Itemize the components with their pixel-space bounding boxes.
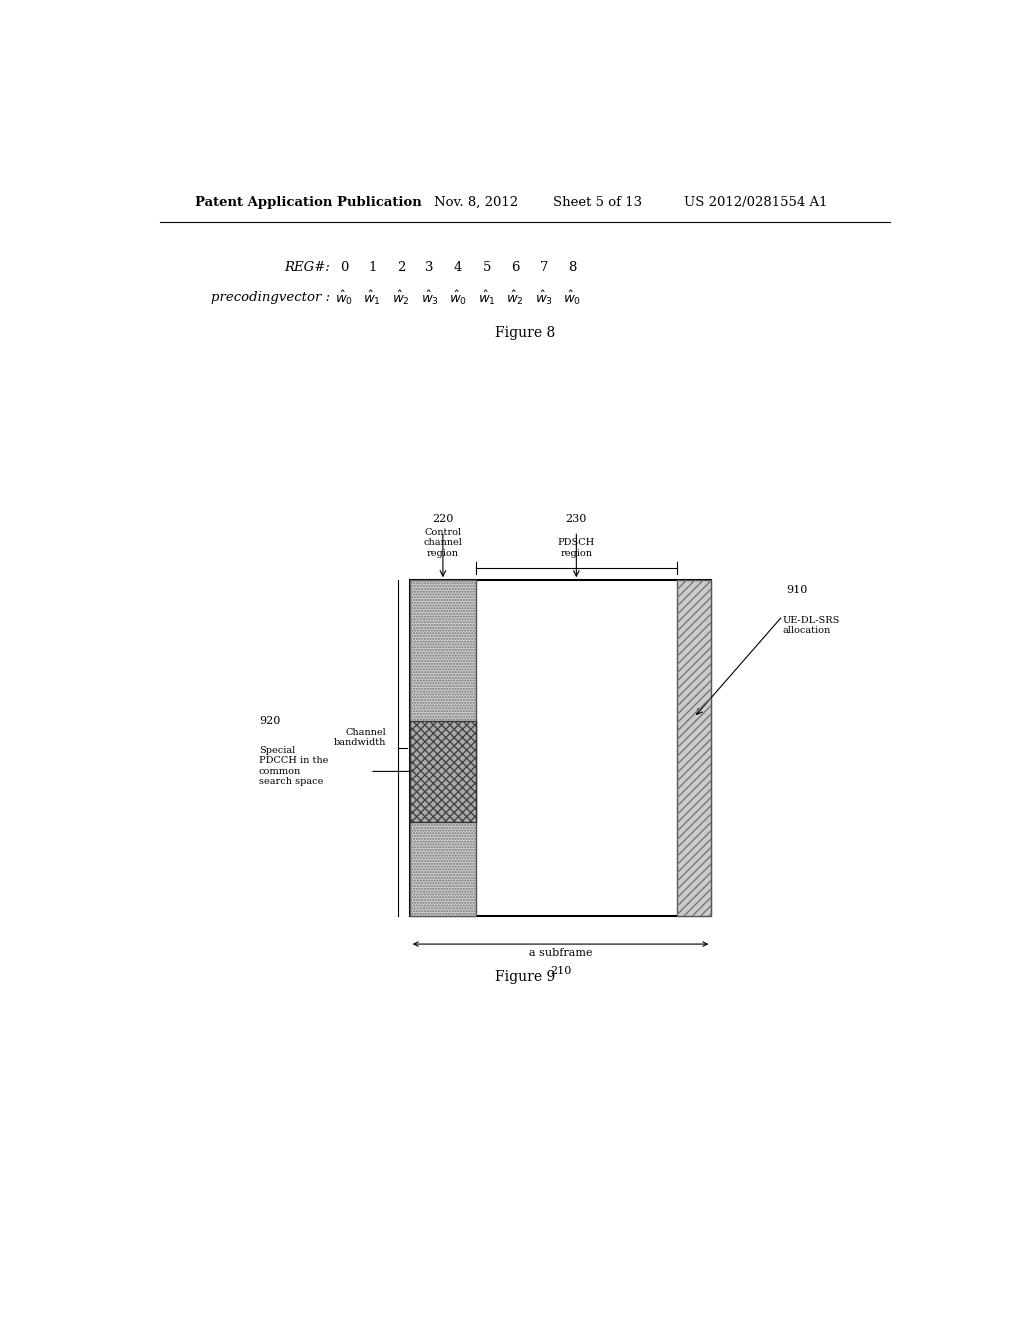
- Text: 4: 4: [454, 260, 462, 273]
- Bar: [410, 721, 476, 822]
- Text: Nov. 8, 2012: Nov. 8, 2012: [433, 195, 518, 209]
- Text: 210: 210: [550, 966, 571, 977]
- Text: 910: 910: [786, 585, 808, 595]
- Text: US 2012/0281554 A1: US 2012/0281554 A1: [684, 195, 827, 209]
- Text: $\hat{w}_{2}$: $\hat{w}_{2}$: [392, 289, 410, 306]
- Bar: [410, 581, 712, 916]
- Text: UE-DL-SRS
allocation: UE-DL-SRS allocation: [782, 616, 840, 635]
- Text: Sheet 5 of 13: Sheet 5 of 13: [553, 195, 642, 209]
- Text: $\hat{w}_{1}$: $\hat{w}_{1}$: [364, 289, 381, 306]
- Text: $\hat{w}_{2}$: $\hat{w}_{2}$: [506, 289, 524, 306]
- Text: 230: 230: [565, 515, 587, 524]
- Text: Control
channel
region: Control channel region: [424, 528, 463, 558]
- Text: PDSCH
region: PDSCH region: [558, 539, 595, 558]
- Text: 7: 7: [540, 260, 548, 273]
- Text: 2: 2: [397, 260, 406, 273]
- Text: precodingvector :: precodingvector :: [211, 292, 331, 304]
- Text: $\hat{w}_{3}$: $\hat{w}_{3}$: [421, 289, 438, 306]
- Text: $\hat{w}_{1}$: $\hat{w}_{1}$: [478, 289, 496, 306]
- Text: Figure 9: Figure 9: [495, 970, 555, 983]
- Text: $\hat{w}_{0}$: $\hat{w}_{0}$: [450, 289, 467, 306]
- Text: 5: 5: [482, 260, 490, 273]
- Text: Patent Application Publication: Patent Application Publication: [196, 195, 422, 209]
- Text: 6: 6: [511, 260, 519, 273]
- Bar: [410, 581, 476, 916]
- Text: 1: 1: [369, 260, 377, 273]
- Text: 920: 920: [259, 715, 281, 726]
- Bar: [677, 581, 712, 916]
- Text: 0: 0: [340, 260, 348, 273]
- Text: REG#:: REG#:: [285, 260, 331, 273]
- Text: $\hat{w}_{3}$: $\hat{w}_{3}$: [535, 289, 553, 306]
- Text: Figure 8: Figure 8: [495, 326, 555, 341]
- Bar: [410, 581, 476, 916]
- Bar: [410, 721, 476, 822]
- Text: Channel
bandwidth: Channel bandwidth: [334, 729, 386, 747]
- Text: Special
PDCCH in the
common
search space: Special PDCCH in the common search space: [259, 746, 329, 787]
- Bar: [677, 581, 712, 916]
- Text: $\hat{w}_{0}$: $\hat{w}_{0}$: [563, 289, 582, 306]
- Text: 3: 3: [425, 260, 434, 273]
- Text: $\hat{w}_{0}$: $\hat{w}_{0}$: [335, 289, 353, 306]
- Text: a subframe: a subframe: [528, 948, 592, 958]
- Text: 220: 220: [432, 515, 454, 524]
- Text: 8: 8: [568, 260, 577, 273]
